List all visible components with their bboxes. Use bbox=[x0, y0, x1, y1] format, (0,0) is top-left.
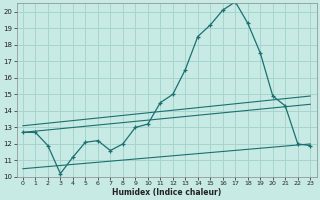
X-axis label: Humidex (Indice chaleur): Humidex (Indice chaleur) bbox=[112, 188, 221, 197]
